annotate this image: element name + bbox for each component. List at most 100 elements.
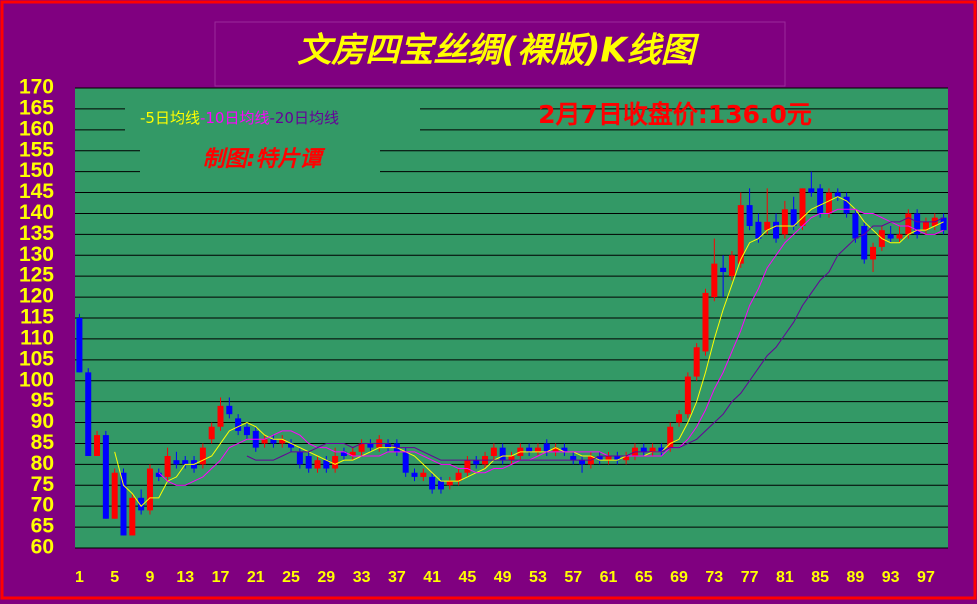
y-tick-label: 85	[31, 431, 55, 454]
candle-body	[155, 472, 162, 477]
candle-body	[235, 418, 242, 431]
y-tick-label: 140	[19, 201, 54, 224]
candle-body	[764, 221, 771, 231]
candle-body	[199, 447, 206, 465]
candle-body	[799, 188, 806, 226]
y-tick-label: 125	[19, 264, 54, 287]
moving-average-line	[158, 208, 944, 486]
candle-body	[402, 451, 409, 473]
y-tick-label: 145	[19, 180, 54, 203]
candle-body	[164, 456, 171, 477]
y-tick-label: 165	[19, 96, 54, 119]
candle-body	[261, 439, 268, 444]
candle-body	[120, 472, 127, 536]
candle-body	[887, 234, 894, 239]
y-tick-label: 160	[19, 117, 54, 140]
credit-box	[140, 140, 380, 178]
candle-body	[446, 481, 453, 486]
legend-entry: -5日均线	[140, 109, 200, 127]
candle-body	[702, 292, 709, 352]
candle-body	[790, 209, 797, 226]
x-tick-label: 53	[529, 569, 547, 586]
candle-body	[534, 447, 541, 452]
y-tick-label: 130	[19, 243, 54, 266]
y-tick-label: 135	[19, 222, 54, 245]
candle-body	[296, 451, 303, 465]
moving-average-line	[246, 217, 944, 461]
candle-body	[288, 443, 295, 448]
candle-body	[552, 447, 559, 452]
credit: 制图:特片谭	[203, 147, 327, 172]
y-tick-label: 115	[20, 306, 54, 329]
candle-body	[499, 447, 506, 461]
candle-body	[270, 439, 277, 444]
candle-body	[111, 472, 118, 519]
x-tick-label: 73	[705, 569, 723, 586]
candle-body	[182, 460, 189, 465]
candle-body	[817, 188, 824, 214]
candle-body	[896, 234, 903, 239]
y-tick-label: 155	[19, 138, 54, 161]
candle-body	[146, 468, 153, 511]
candle-body	[385, 443, 392, 448]
x-tick-label: 41	[423, 569, 441, 586]
candle-body	[755, 221, 762, 239]
x-tick-label: 29	[317, 569, 335, 586]
y-tick-label: 100	[19, 368, 54, 391]
y-tick-label: 105	[19, 347, 54, 370]
chart-title: 文房四宝丝绸(裸版)K线图	[297, 31, 699, 71]
candle-body	[614, 456, 621, 461]
x-tick-label: 85	[811, 569, 829, 586]
candle-body	[720, 267, 727, 272]
x-tick-label: 13	[176, 569, 194, 586]
candle-body	[693, 347, 700, 377]
candle-body	[508, 456, 515, 461]
candle-body	[226, 405, 233, 415]
candle-body	[208, 426, 215, 440]
x-tick-label: 1	[75, 569, 84, 586]
y-tick-label: 90	[31, 410, 54, 433]
candle-body	[861, 226, 868, 260]
candle-body	[843, 196, 850, 214]
x-tick-label: 77	[741, 569, 759, 586]
candle-body	[623, 456, 630, 461]
candle-body	[332, 456, 339, 469]
candle-body	[773, 221, 780, 239]
close-price-note: 2月7日收盘价:136.0元	[538, 100, 812, 129]
candle-body	[649, 447, 656, 452]
x-tick-label: 5	[110, 569, 119, 586]
x-tick-label: 81	[776, 569, 794, 586]
x-tick-label: 17	[212, 569, 230, 586]
candle-body	[129, 497, 136, 536]
candle-body	[323, 460, 330, 469]
candle-body	[870, 246, 877, 260]
candle-body	[173, 460, 180, 465]
x-tick-label: 33	[353, 569, 371, 586]
candle-body	[420, 472, 427, 477]
y-tick-label: 75	[31, 473, 55, 496]
y-tick-label: 70	[31, 494, 54, 517]
candle-body	[217, 405, 224, 427]
candle-body	[728, 255, 735, 277]
candle-body	[570, 456, 577, 461]
x-tick-label: 97	[917, 569, 935, 586]
candle-body	[543, 443, 550, 452]
title-box	[214, 21, 786, 87]
candle-body	[279, 439, 286, 444]
candle-body	[579, 460, 586, 465]
candle-body	[464, 460, 471, 473]
candle-body	[605, 456, 612, 461]
candle-body	[455, 472, 462, 482]
x-tick-label: 57	[564, 569, 582, 586]
candle-body	[349, 451, 356, 456]
candle-body	[808, 188, 815, 193]
candle-body	[437, 481, 444, 490]
candle-body	[905, 213, 912, 235]
candle-body	[367, 443, 374, 448]
candle-body	[746, 205, 753, 226]
legend: -5日均线-10日均线-20日均线	[140, 109, 339, 127]
x-tick-label: 45	[459, 569, 477, 586]
candle-body	[781, 209, 788, 235]
candle-body	[305, 456, 312, 469]
